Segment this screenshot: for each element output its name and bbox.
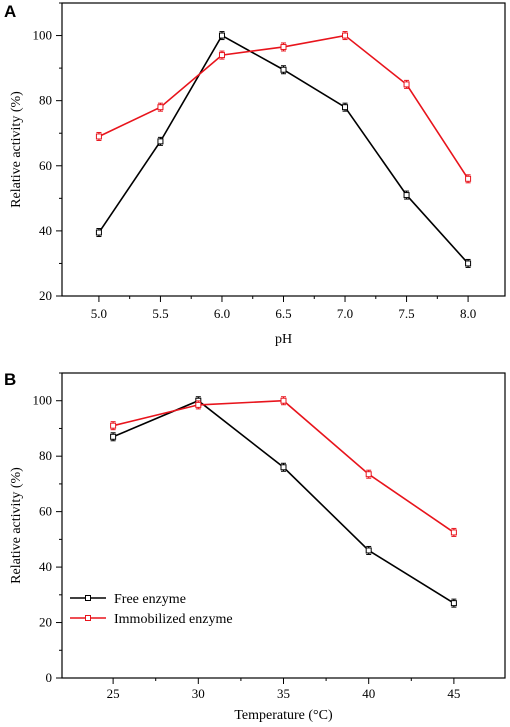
- data-point: [110, 422, 117, 429]
- data-point: [157, 138, 164, 145]
- data-point: [110, 433, 117, 440]
- x-tick-label: 45: [447, 686, 460, 701]
- y-tick-label: 20: [39, 615, 52, 630]
- chart-panel-a: A 20 40 60 80 100 5.0 5.5 6.0 6.5 7.0 7.5 8.0 pH Relat…: [4, 2, 506, 347]
- y-tick-label: 60: [39, 158, 52, 173]
- chart-panel-b: B 0 20 40 60 80 100 25 30 35 40 45 Temperature (°C) R…: [4, 370, 506, 723]
- data-point: [465, 260, 472, 267]
- panel-letter: B: [4, 370, 16, 389]
- legend-label-2: Immobilized enzyme: [114, 612, 233, 627]
- legend-marker-1: [85, 595, 91, 601]
- data-point: [450, 529, 457, 536]
- data-point: [280, 43, 287, 50]
- data-point: [342, 32, 349, 39]
- legend-label-1: Free enzyme: [114, 592, 186, 607]
- x-tick-label: 7.0: [337, 306, 353, 321]
- data-point: [195, 401, 202, 408]
- y-tick-label: 60: [39, 504, 52, 519]
- data-point: [403, 192, 410, 199]
- series-line-1: [112, 399, 455, 604]
- data-point: [365, 471, 372, 478]
- data-point: [157, 104, 164, 111]
- legend: Free enzyme Immobilized enzyme: [70, 592, 233, 627]
- y-tick-label: 40: [39, 223, 52, 238]
- x-tick-label: 35: [277, 686, 290, 701]
- x-tick-label: 6.0: [214, 306, 230, 321]
- x-tick-label: 25: [107, 686, 120, 701]
- y-tick-label: 100: [33, 28, 53, 43]
- x-tick-label: 7.5: [398, 306, 414, 321]
- data-point: [280, 66, 287, 73]
- legend-marker-2: [85, 615, 91, 621]
- x-tick-label: 5.5: [152, 306, 168, 321]
- plot-frame: [61, 372, 506, 679]
- data-point: [465, 175, 472, 182]
- x-tick-label: 5.0: [91, 306, 107, 321]
- data-point: [95, 229, 102, 236]
- data-point: [218, 52, 225, 59]
- x-tick-label: 40: [362, 686, 375, 701]
- y-tick-label: 0: [46, 670, 53, 685]
- data-point: [450, 600, 457, 607]
- data-point: [95, 133, 102, 140]
- y-tick-label: 100: [33, 393, 53, 408]
- x-tick-label: 6.5: [275, 306, 291, 321]
- y-tick-label: 20: [39, 288, 52, 303]
- data-point: [342, 104, 349, 111]
- data-point: [280, 464, 287, 471]
- x-tick-label: 30: [192, 686, 205, 701]
- data-point: [403, 81, 410, 88]
- y-axis-title: Relative activity (%): [9, 467, 24, 584]
- data-point: [218, 32, 225, 39]
- y-tick-label: 40: [39, 559, 52, 574]
- data-point: [365, 547, 372, 554]
- x-tick-label: 8.0: [460, 306, 476, 321]
- x-axis-title: pH: [275, 332, 292, 347]
- data-point: [280, 397, 287, 404]
- y-tick-label: 80: [39, 448, 52, 463]
- y-tick-label: 80: [39, 93, 52, 108]
- x-axis-title: Temperature (°C): [234, 708, 333, 723]
- y-axis-title: Relative activity (%): [9, 91, 24, 208]
- panel-letter: A: [4, 2, 16, 21]
- series-line-2: [98, 34, 469, 180]
